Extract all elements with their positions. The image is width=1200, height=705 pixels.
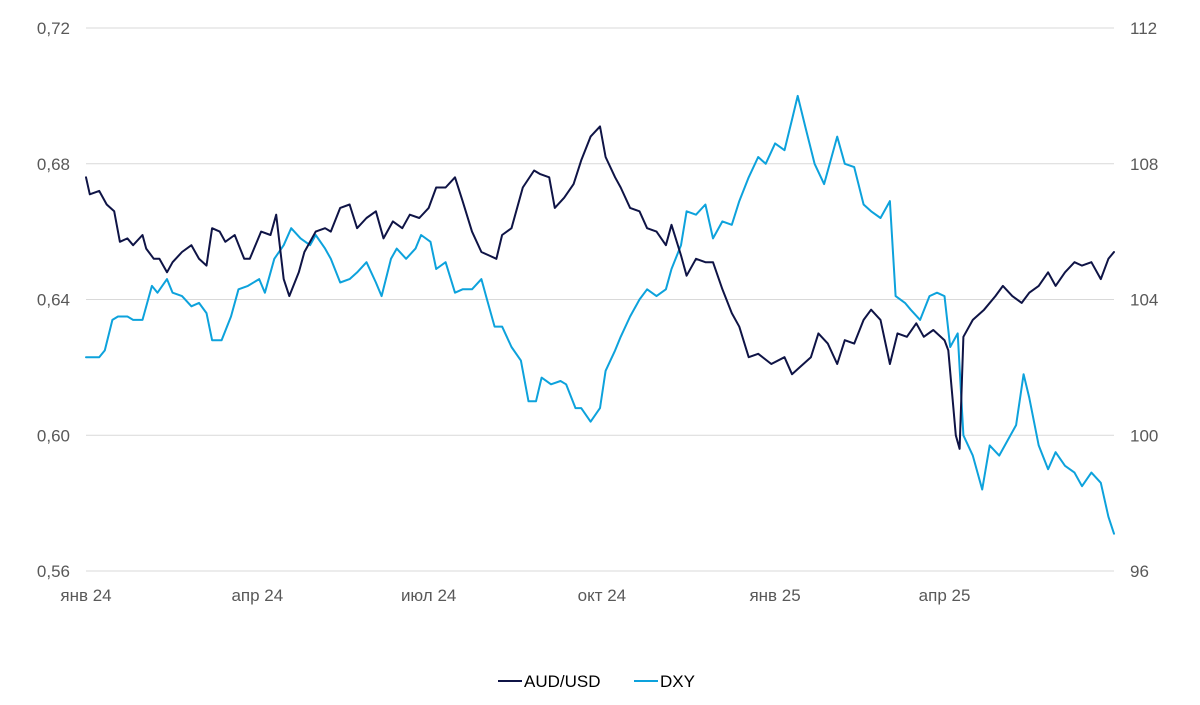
right-y-axis: 96 100 104 108 112	[1130, 19, 1158, 581]
right-tick-label: 96	[1130, 562, 1149, 581]
right-tick-label: 104	[1130, 291, 1158, 310]
x-tick-label: янв 25	[749, 586, 800, 605]
series-line-aud-usd	[85, 125, 1115, 450]
right-tick-label: 112	[1130, 19, 1157, 38]
series-lines	[85, 94, 1115, 535]
legend: AUD/USD DXY	[498, 672, 695, 691]
legend-label: DXY	[660, 672, 695, 691]
legend-label: AUD/USD	[524, 672, 601, 691]
x-tick-label: янв 24	[60, 586, 111, 605]
x-axis: янв 24 апр 24 июл 24 окт 24 янв 25 апр 25	[60, 586, 970, 605]
x-tick-label: апр 24	[231, 586, 283, 605]
left-y-axis: 0,56 0,60 0,64 0,68 0,72	[37, 19, 70, 581]
left-tick-label: 0,72	[37, 19, 70, 38]
left-tick-label: 0,64	[37, 291, 70, 310]
series-line-dxy	[85, 94, 1115, 535]
x-tick-label: апр 25	[919, 586, 971, 605]
x-tick-label: окт 24	[578, 586, 627, 605]
right-tick-label: 108	[1130, 155, 1158, 174]
right-tick-label: 100	[1130, 426, 1158, 445]
gridlines	[86, 27, 1114, 572]
left-tick-label: 0,60	[37, 426, 70, 445]
left-tick-label: 0,56	[37, 562, 70, 581]
x-tick-label: июл 24	[401, 586, 456, 605]
left-tick-label: 0,68	[37, 155, 70, 174]
